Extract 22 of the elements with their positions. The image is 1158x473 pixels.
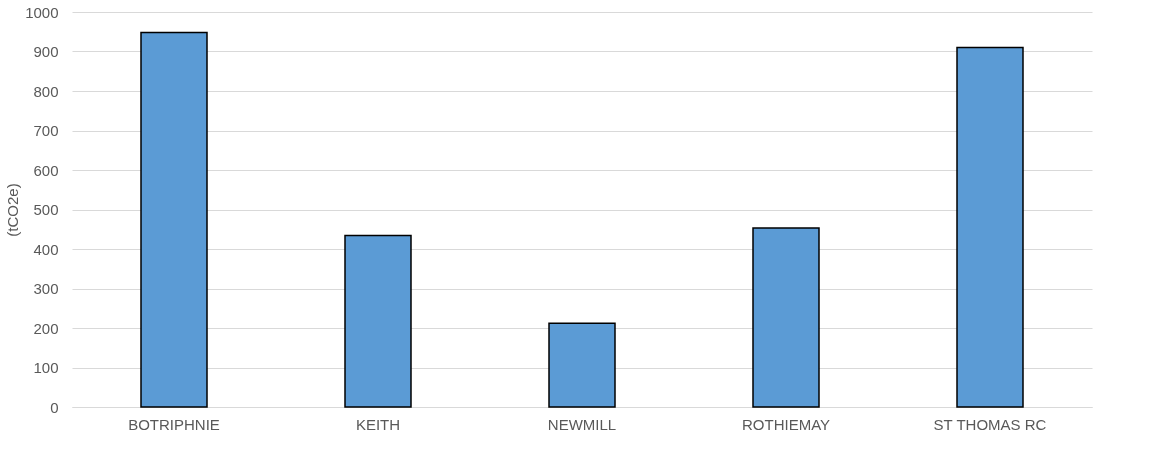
y-tick-label: 300 xyxy=(33,280,59,297)
y-tick-label: 700 xyxy=(33,122,59,139)
y-tick-label: 400 xyxy=(33,240,59,258)
x-tick-label: BOTRIPHNIE xyxy=(128,415,220,433)
x-tick-label: NEWMILL xyxy=(547,415,617,433)
bar xyxy=(752,227,820,408)
y-tick-label: 0 xyxy=(50,398,59,416)
y-axis-title: (tCO2e) xyxy=(4,183,22,237)
bar xyxy=(344,234,412,408)
y-tick-label: 600 xyxy=(33,161,59,179)
y-tick-label: 900 xyxy=(33,43,59,60)
y-tick-label: 800 xyxy=(33,82,59,100)
y-tick-label: 100 xyxy=(33,359,59,376)
bar xyxy=(956,46,1024,408)
bar xyxy=(140,31,208,408)
y-tick-label: 1000 xyxy=(25,3,59,21)
x-tick-label: KEITH xyxy=(355,415,401,433)
x-tick-label: ROTHIEMAY xyxy=(741,415,831,433)
y-tick-label: 500 xyxy=(33,201,59,218)
x-tick-label: ST THOMAS RC xyxy=(933,415,1047,433)
bar xyxy=(548,322,616,408)
y-tick-label: 200 xyxy=(33,319,59,337)
